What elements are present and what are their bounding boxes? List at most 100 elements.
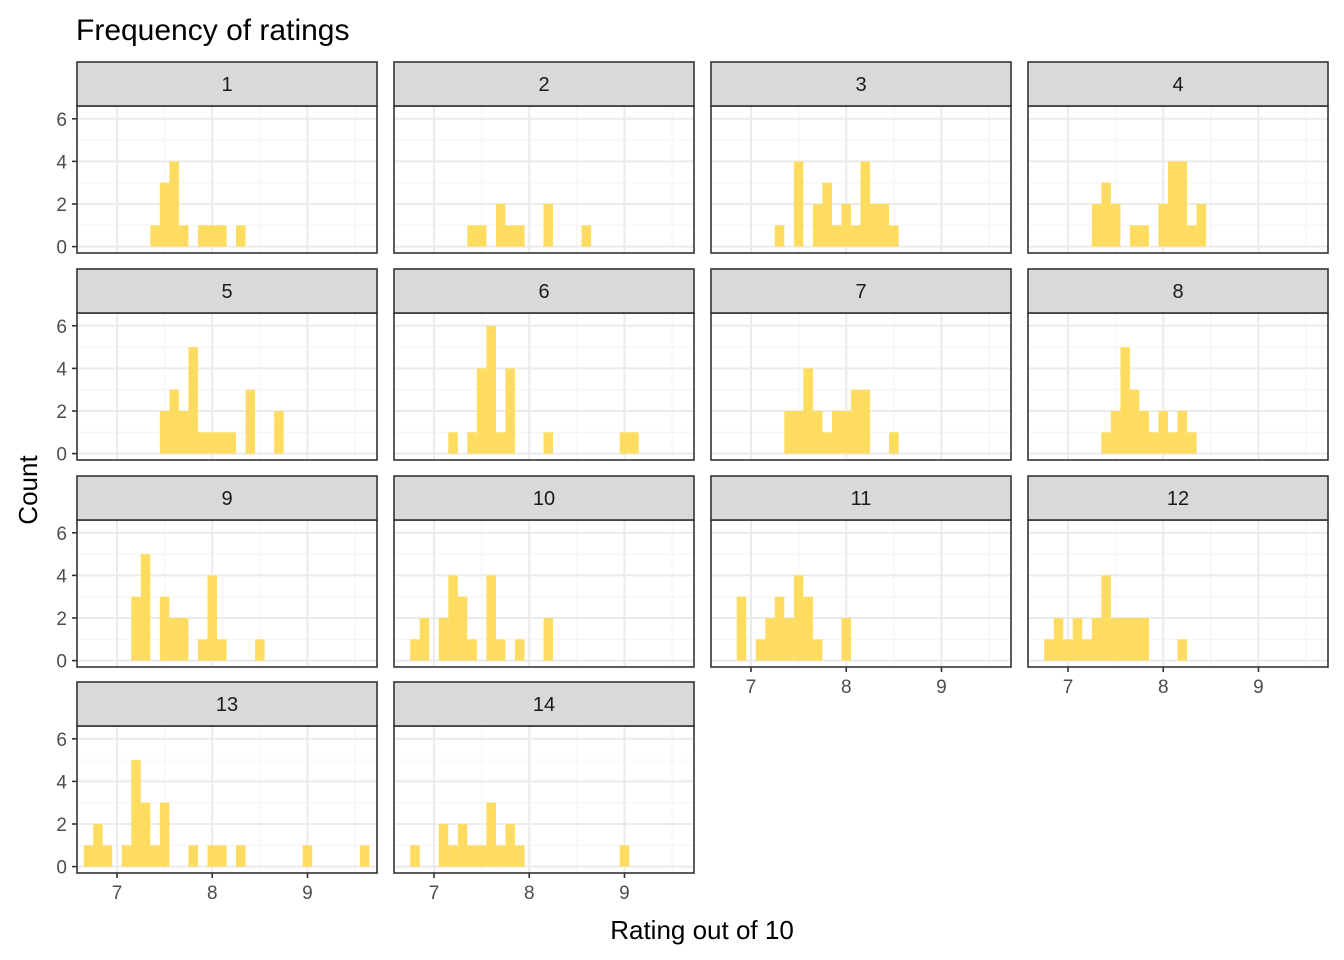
histogram-bar (1072, 618, 1083, 661)
histogram-bar (419, 618, 430, 661)
histogram-bar (188, 845, 198, 867)
histogram-bar (159, 182, 170, 247)
histogram-bar (1139, 618, 1149, 661)
facet-panel-11: 11 7 8 9 (710, 475, 1012, 698)
facet-strip (1027, 268, 1329, 314)
y-tick-label: 6 (56, 110, 67, 131)
facet-strip-label: 10 (533, 488, 555, 510)
y-tick-label: 0 (56, 652, 67, 673)
facet-strip (76, 681, 378, 727)
histogram-bar (1139, 225, 1149, 247)
histogram-bar (543, 204, 554, 247)
histogram-bar (236, 225, 246, 247)
histogram-bar (159, 596, 170, 661)
facet-strip-label: 11 (851, 488, 872, 510)
histogram-bar (812, 411, 823, 454)
x-axis-title: Rating out of 10 (610, 915, 794, 945)
histogram-bar (476, 225, 487, 247)
histogram-bar (831, 225, 842, 247)
histogram-bar (1129, 389, 1140, 454)
histogram-bar (841, 618, 851, 661)
x-tick-label: 8 (524, 883, 535, 904)
facet-strip (710, 268, 1012, 314)
histogram-bar (841, 411, 851, 454)
facet-panel-4: 4 (1027, 61, 1329, 254)
facet-panel-1: 1 0 2 4 6 (56, 61, 378, 259)
histogram-bar (150, 225, 160, 247)
histogram-bar (486, 325, 496, 454)
histogram-bar (1177, 639, 1188, 661)
y-tick-label: 0 (56, 445, 67, 466)
histogram-bar (150, 845, 160, 867)
facet-panel-5: 5 0 2 4 6 (56, 268, 378, 466)
x-tick-label: 9 (302, 883, 313, 904)
histogram-bar (207, 575, 217, 661)
facet-panel-2: 2 (393, 61, 695, 254)
histogram-bar (83, 845, 94, 867)
x-tick-label: 8 (841, 677, 852, 698)
histogram-bar (1177, 411, 1188, 454)
histogram-bar (1120, 618, 1130, 661)
histogram-bar (476, 368, 487, 454)
histogram-bar (812, 639, 823, 661)
histogram-bar (505, 225, 515, 247)
histogram-bar (448, 845, 458, 867)
histogram-bar (1158, 204, 1168, 247)
histogram-bar (803, 368, 813, 454)
histogram-bar (851, 225, 861, 247)
histogram-bar (226, 432, 237, 454)
y-tick-label: 4 (56, 772, 67, 793)
histogram-bar (889, 432, 899, 454)
histogram-bar (457, 824, 468, 867)
facet-strip (393, 475, 695, 521)
facet-strip (1027, 61, 1329, 107)
histogram-bar (543, 618, 554, 661)
histogram-bar (1110, 618, 1121, 661)
histogram-bar (1101, 182, 1111, 247)
facet-panel-13: 13 0 2 4 6 7 8 9 (56, 681, 378, 904)
facet-strip (710, 475, 1012, 521)
x-tick-label: 8 (207, 883, 218, 904)
y-tick-label: 2 (56, 195, 67, 216)
facet-strip-label: 4 (1172, 74, 1183, 96)
facet-panel-10: 10 (393, 475, 695, 668)
histogram-bar (860, 161, 871, 247)
histogram-bar (207, 225, 217, 247)
histogram-bar (505, 824, 515, 867)
histogram-bar (169, 389, 179, 454)
histogram-bar (1082, 639, 1092, 661)
x-tick-label: 9 (936, 677, 947, 698)
histogram-bar (765, 618, 775, 661)
y-tick-label: 4 (56, 566, 67, 587)
histogram-bar (1187, 225, 1197, 247)
histogram-bar (1053, 618, 1064, 661)
histogram-bar (514, 225, 525, 247)
histogram-bar (217, 225, 227, 247)
histogram-bar (1168, 432, 1178, 454)
histogram-bar (495, 204, 506, 247)
facet-panel-3: 3 (710, 61, 1012, 254)
histogram-bar (1091, 618, 1102, 661)
histogram-bar (140, 802, 151, 867)
histogram-bar (851, 389, 861, 454)
histogram-bar (1110, 411, 1121, 454)
histogram-bar (274, 411, 284, 454)
facet-strip-label: 3 (855, 74, 866, 96)
histogram-bar (514, 639, 525, 661)
facet-strip-label: 1 (221, 74, 232, 96)
y-tick-label: 6 (56, 524, 67, 545)
panel-background (77, 106, 377, 253)
histogram-bar (889, 225, 899, 247)
histogram-bar (131, 596, 141, 661)
facet-strip-label: 2 (538, 74, 549, 96)
facet-strip-label: 9 (221, 488, 232, 510)
histogram-bar (448, 432, 458, 454)
histogram-bar (410, 639, 420, 661)
histogram-bar (159, 802, 170, 867)
histogram-bar (514, 845, 525, 867)
histogram-bar (803, 596, 813, 661)
histogram-bar (736, 596, 747, 661)
histogram-bar (131, 760, 141, 867)
histogram-bar (486, 802, 496, 867)
